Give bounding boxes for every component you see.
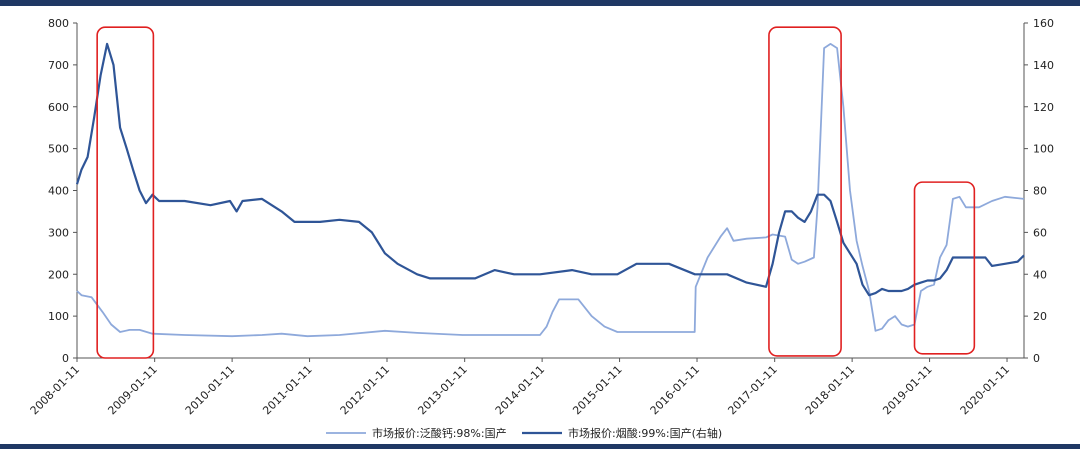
legend-label-calcium-pantothenate: 市场报价:泛酸钙:98%:国产: [372, 426, 507, 440]
x-tick-label: 2011-01-11: [260, 363, 314, 417]
left-tick-label: 200: [48, 268, 69, 281]
right-tick-label: 80: [1033, 185, 1047, 198]
highlight-box: [96, 26, 155, 359]
x-tick-label: 2019-01-11: [880, 363, 934, 417]
right-tick-label: 120: [1033, 101, 1054, 114]
x-tick-label: 2008-01-11: [28, 363, 82, 417]
series-layer: [75, 42, 1025, 338]
top-rule: [0, 0, 1080, 6]
left-tick-label: 700: [48, 59, 69, 72]
x-tick-label: 2016-01-11: [648, 363, 702, 417]
left-tick-label: 800: [48, 17, 69, 30]
bottom-rule: [0, 444, 1080, 449]
left-tick-label: 400: [48, 185, 69, 198]
x-tick-label: 2014-01-11: [493, 363, 547, 417]
x-tick-label: 2010-01-11: [183, 363, 237, 417]
right-tick-label: 140: [1033, 59, 1054, 72]
highlight-box: [913, 181, 976, 355]
left-tick-label: 0: [62, 352, 69, 365]
series-line-calcium-pantothenate: [76, 43, 1025, 338]
x-tick-label: 2018-01-11: [803, 363, 857, 417]
x-tick-label: 2020-01-11: [958, 363, 1012, 417]
right-tick-label: 40: [1033, 268, 1047, 281]
x-tick-label: 2009-01-11: [105, 363, 159, 417]
legend-label-niacin: 市场报价:烟酸:99%:国产(右轴): [568, 426, 722, 440]
right-tick-label: 20: [1033, 310, 1047, 323]
left-tick-label: 500: [48, 143, 69, 156]
left-tick-label: 300: [48, 226, 69, 239]
highlight-box: [768, 26, 842, 357]
x-tick-label: 2013-01-11: [415, 363, 469, 417]
series-line-niacin: [75, 42, 1025, 297]
chart-axes: 0 100 200 300 400 500 600 700 800 0 20 40 60 80 100 120…: [28, 17, 1054, 417]
highlight-layer: [96, 26, 976, 359]
x-tick-label: 2017-01-11: [725, 363, 779, 417]
x-tick-label: 2012-01-11: [338, 363, 392, 417]
right-tick-label: 60: [1033, 226, 1047, 239]
chart-legend: 市场报价:泛酸钙:98%:国产 市场报价:烟酸:99%:国产(右轴): [326, 426, 722, 440]
right-tick-label: 160: [1033, 17, 1054, 30]
left-tick-label: 600: [48, 101, 69, 114]
left-tick-label: 100: [48, 310, 69, 323]
right-tick-label: 0: [1033, 352, 1040, 365]
right-tick-label: 100: [1033, 143, 1054, 156]
x-tick-label: 2015-01-11: [570, 363, 624, 417]
